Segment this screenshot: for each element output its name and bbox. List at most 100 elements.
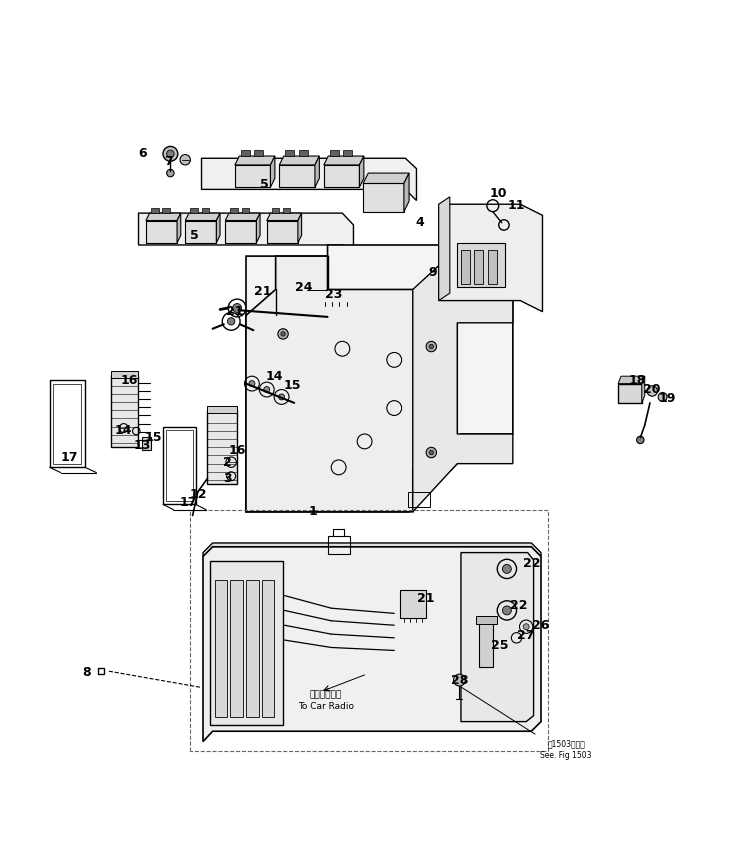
Text: 21: 21 [226, 306, 243, 319]
Text: 26: 26 [532, 619, 550, 632]
Polygon shape [404, 173, 409, 212]
Circle shape [258, 304, 264, 310]
Circle shape [426, 341, 437, 352]
Polygon shape [246, 256, 458, 512]
Polygon shape [203, 543, 541, 556]
Text: 3: 3 [223, 472, 232, 485]
Text: 22: 22 [522, 557, 540, 570]
Text: 围1503図参照: 围1503図参照 [548, 740, 585, 748]
Polygon shape [618, 376, 645, 384]
Circle shape [273, 306, 278, 312]
Text: 18: 18 [629, 374, 646, 387]
Text: 1: 1 [308, 505, 317, 518]
Circle shape [502, 606, 511, 615]
Circle shape [280, 332, 285, 336]
Polygon shape [359, 156, 364, 187]
Text: 12: 12 [189, 489, 207, 502]
Bar [225, 220, 257, 243]
Circle shape [278, 329, 288, 339]
Polygon shape [185, 214, 220, 220]
Polygon shape [146, 214, 181, 220]
Bar [487, 250, 496, 284]
Circle shape [637, 437, 644, 444]
Bar [475, 616, 496, 624]
Text: 5: 5 [260, 178, 269, 191]
Text: 23: 23 [325, 288, 342, 301]
Text: 17: 17 [61, 451, 78, 464]
Text: 9: 9 [429, 266, 437, 279]
Polygon shape [246, 245, 513, 512]
Bar [343, 150, 352, 156]
Text: 17: 17 [179, 496, 197, 509]
Bar [474, 250, 483, 284]
Bar [242, 208, 249, 214]
Bar [208, 406, 237, 413]
Text: To Car Radio: To Car Radio [298, 701, 354, 711]
Bar [163, 426, 196, 504]
Polygon shape [439, 204, 542, 312]
Polygon shape [202, 158, 417, 201]
Circle shape [454, 674, 466, 686]
Bar [479, 623, 493, 667]
Bar [458, 243, 505, 287]
Text: 15: 15 [144, 431, 162, 444]
Polygon shape [324, 156, 364, 165]
Circle shape [278, 394, 284, 400]
Polygon shape [363, 173, 409, 183]
Text: 13: 13 [133, 438, 151, 451]
Polygon shape [257, 214, 260, 243]
Bar [262, 580, 274, 717]
Text: 19: 19 [658, 392, 676, 404]
Circle shape [429, 450, 434, 455]
Bar [254, 150, 263, 156]
Polygon shape [235, 156, 275, 165]
Bar [50, 380, 85, 467]
Text: 14: 14 [115, 424, 132, 437]
Text: 4: 4 [416, 216, 425, 229]
Bar [146, 220, 177, 243]
Circle shape [228, 318, 235, 325]
Polygon shape [413, 245, 513, 512]
Circle shape [502, 564, 511, 574]
Bar [279, 165, 315, 187]
Bar [215, 580, 228, 717]
Text: 28: 28 [451, 674, 468, 687]
Circle shape [249, 381, 255, 386]
Bar [272, 208, 279, 214]
Circle shape [233, 304, 242, 312]
Text: 15: 15 [283, 379, 301, 392]
Text: 21: 21 [254, 286, 271, 299]
Bar [267, 220, 298, 243]
Text: 8: 8 [83, 666, 91, 679]
Polygon shape [217, 214, 220, 243]
Polygon shape [267, 214, 301, 220]
Circle shape [287, 309, 293, 315]
Circle shape [264, 386, 270, 392]
Bar [241, 150, 250, 156]
Text: カーラジオへ: カーラジオへ [310, 690, 342, 700]
Polygon shape [138, 214, 353, 258]
Bar [185, 220, 217, 243]
Text: 11: 11 [508, 199, 525, 212]
Bar [142, 437, 151, 450]
Polygon shape [279, 156, 319, 165]
Bar [320, 289, 356, 300]
Circle shape [167, 150, 174, 157]
Polygon shape [642, 376, 645, 403]
Bar [235, 165, 271, 187]
Text: 22: 22 [510, 600, 527, 613]
Circle shape [658, 392, 667, 401]
Text: 27: 27 [517, 629, 535, 642]
Circle shape [163, 147, 178, 161]
Circle shape [647, 385, 658, 396]
Text: 14: 14 [266, 370, 283, 383]
Text: 25: 25 [491, 639, 508, 652]
Bar [283, 208, 290, 214]
Bar [231, 208, 238, 214]
Polygon shape [461, 553, 533, 721]
Bar [327, 536, 350, 554]
Polygon shape [211, 562, 283, 725]
Bar [190, 208, 198, 214]
Text: 10: 10 [490, 187, 507, 200]
Polygon shape [203, 547, 541, 741]
